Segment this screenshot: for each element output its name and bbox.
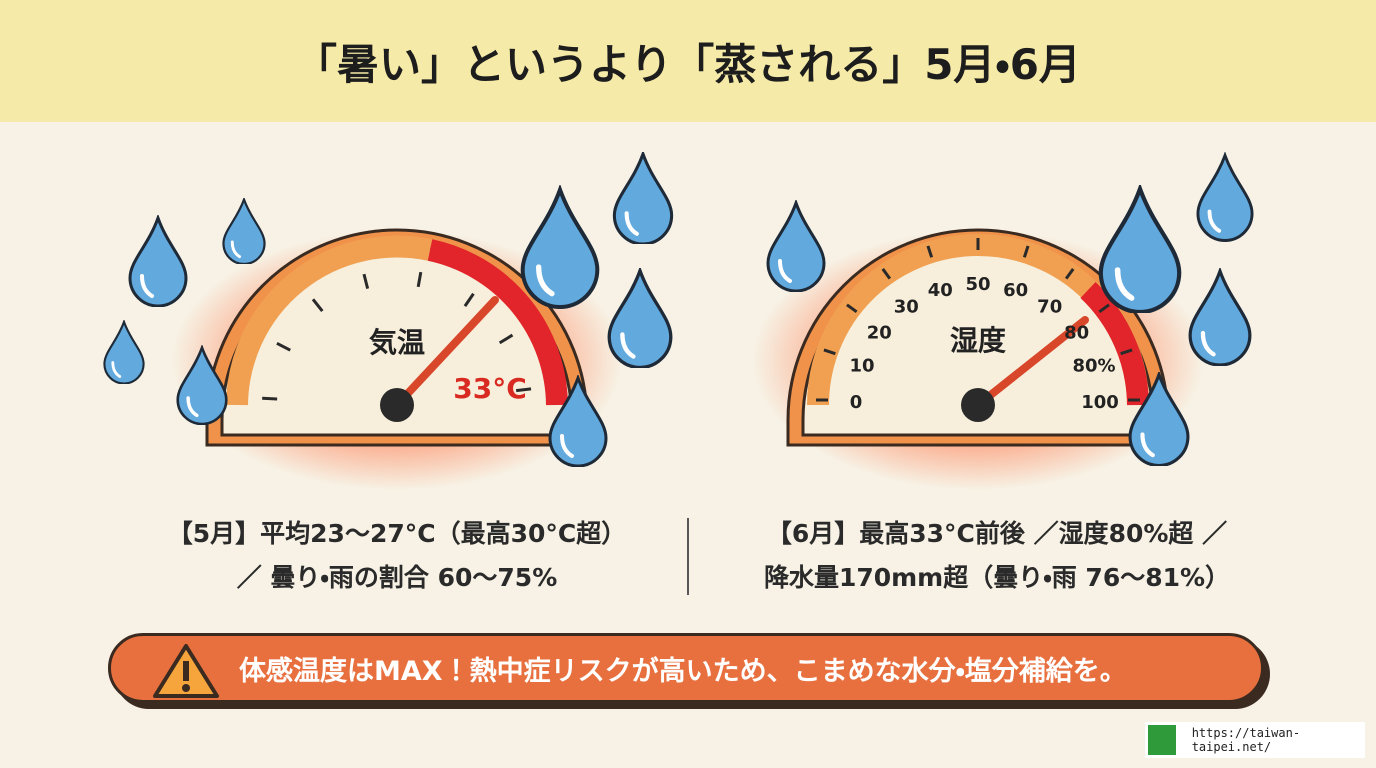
gauge-tick [311,298,324,313]
gauge-tick [1064,268,1075,280]
scale-label: 70 [1037,297,1062,318]
gauge-reading: 33°C [453,372,527,405]
scale-label: 80% [1072,356,1115,377]
scale-label: 10 [849,356,874,377]
june-summary: 【6月】最高33°C前後 ／湿度80%超 ／ 降水量170mm超（曇り・雨 76… [717,512,1277,600]
gauge-tick [362,273,370,290]
warning-text: 体感温度はMAX！熱中症リスクが高いため、こまめな水分・塩分補給を。 [239,655,1127,687]
gauge-tick [881,268,892,280]
summary-line: ／ 曇り・雨の割合 60〜75% [236,563,558,592]
gauge-tick [498,333,514,345]
gauge-tick [262,396,278,401]
gauge-tick [1022,245,1030,258]
url[interactable]: https://taiwan-taipei.net/ [1191,726,1301,754]
scale-label: 0 [850,392,863,413]
header: 「暑い」というより「蒸される」5月・6月 [0,0,1376,122]
gauge-tick [926,245,934,258]
warning-icon [153,644,219,698]
gauge-tick [515,387,532,393]
gauge-label: 気温 [369,326,425,359]
logo [1148,725,1176,755]
summary-line: 【5月】平均23〜27°C（最高30°C超） [167,519,627,548]
scale-label: 100 [1081,392,1119,413]
scale-label: 30 [894,297,919,318]
scale-label: 60 [1003,280,1028,301]
gauge-tick [846,303,858,314]
scale-label: 40 [928,280,953,301]
scale-label: 50 [965,274,990,295]
gauge-tick [823,348,836,356]
gauge-tick [276,341,291,352]
warning-banner: 体感温度はMAX！熱中症リスクが高いため、こまめな水分・塩分補給を。 [108,633,1264,703]
gauge-tick [463,292,475,307]
gauge-label: 湿度 [950,324,1006,357]
summary-line: 【6月】最高33°C前後 ／湿度80%超 ／ [766,519,1228,548]
title: 「暑い」というより「蒸される」5月・6月 [295,39,1081,89]
may-summary: 【5月】平均23〜27°C（最高30°C超） ／ 曇り・雨の割合 60〜75% [117,512,677,600]
gauge-tick [1098,303,1110,314]
humidity-gauge [753,228,1203,490]
footer: https://taiwan-taipei.net/ [1145,722,1365,758]
gauge-tick [1120,348,1133,356]
scale-label: 80 [1064,323,1089,344]
temperature-gauge [172,228,622,490]
gauge-tick [416,271,423,288]
scale-label: 20 [867,323,892,344]
summary-line: 降水量170mm超（曇り・雨 76〜81%） [763,563,1231,592]
